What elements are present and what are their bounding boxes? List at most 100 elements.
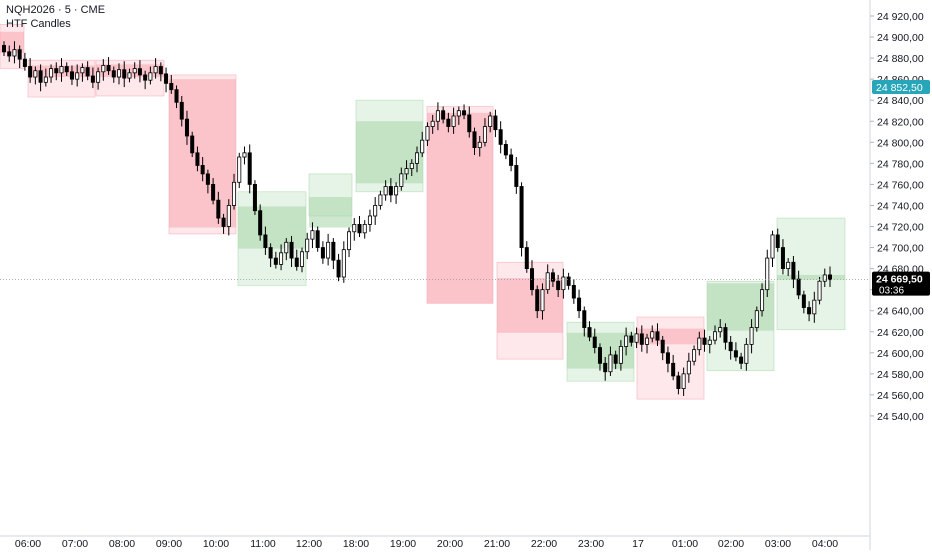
candle-body bbox=[195, 152, 200, 166]
candle-body bbox=[671, 362, 676, 377]
candle-body bbox=[780, 247, 785, 270]
countdown-label: 03:36 bbox=[879, 286, 904, 297]
time-tick-label: 02:00 bbox=[718, 538, 744, 550]
candle-body bbox=[373, 205, 378, 217]
candle-body bbox=[540, 289, 545, 312]
price-tick-label: 24 560,00 bbox=[877, 390, 924, 402]
candle-body bbox=[425, 126, 430, 141]
candle-body bbox=[96, 71, 101, 83]
price-tick-label: 24 820,00 bbox=[877, 116, 924, 128]
candle-body bbox=[336, 259, 341, 278]
price-tick-label: 24 840,00 bbox=[877, 95, 924, 107]
price-tick-label: 24 640,00 bbox=[877, 306, 924, 318]
candle-body bbox=[54, 68, 59, 74]
candle-body bbox=[786, 261, 791, 270]
candle-body bbox=[252, 183, 257, 212]
candle-body bbox=[127, 72, 132, 79]
candle-body bbox=[43, 76, 48, 83]
candle-body bbox=[164, 73, 169, 84]
time-tick-label: 08:00 bbox=[109, 538, 135, 550]
candle-body bbox=[247, 152, 252, 185]
candle-body bbox=[331, 241, 336, 261]
last-price-tag bbox=[872, 271, 930, 296]
candle-body bbox=[64, 66, 69, 73]
symbol-title[interactable]: NQH2026 · 5 · CME bbox=[6, 4, 106, 16]
candle-body bbox=[665, 352, 670, 364]
candle-body bbox=[493, 115, 498, 131]
candle-body bbox=[639, 333, 644, 345]
price-tick-label: 24 780,00 bbox=[877, 158, 924, 170]
candle-body bbox=[22, 58, 27, 67]
htf-candle-body bbox=[356, 121, 423, 184]
candle-body bbox=[488, 115, 493, 127]
candle-body bbox=[530, 268, 535, 291]
candle-body bbox=[409, 162, 414, 170]
time-tick-label: 22:00 bbox=[531, 538, 557, 550]
price-tick-label: 24 760,00 bbox=[877, 179, 924, 191]
time-tick-label: 17 bbox=[632, 538, 644, 550]
candle-body bbox=[28, 66, 33, 78]
candle-body bbox=[441, 110, 446, 120]
candle-body bbox=[153, 66, 158, 74]
candle-body bbox=[775, 234, 780, 248]
candle-body bbox=[200, 165, 205, 175]
candle-body bbox=[357, 223, 362, 234]
candle-body bbox=[33, 70, 38, 78]
candle-body bbox=[258, 210, 263, 236]
indicator-label[interactable]: HTF Candles bbox=[6, 18, 71, 30]
htf-candle-body bbox=[309, 197, 352, 228]
candle-body bbox=[284, 241, 289, 254]
candle-body bbox=[582, 310, 587, 328]
candle-body bbox=[535, 289, 540, 312]
candle-body bbox=[394, 186, 399, 196]
candle-body bbox=[211, 183, 216, 201]
candle-body bbox=[310, 230, 315, 240]
candle-body bbox=[216, 199, 221, 219]
candle-body bbox=[477, 141, 482, 148]
candle-body bbox=[587, 327, 592, 338]
candle-body bbox=[739, 356, 744, 364]
candle-body bbox=[718, 327, 723, 333]
candle-body bbox=[702, 337, 707, 345]
candle-body bbox=[158, 66, 163, 75]
candle-body bbox=[414, 152, 419, 164]
candle-body bbox=[498, 129, 503, 145]
candle-body bbox=[38, 70, 43, 83]
candle-body bbox=[367, 215, 372, 225]
candle-body bbox=[111, 70, 116, 78]
candle-body bbox=[289, 241, 294, 259]
candle-body bbox=[817, 280, 822, 301]
candle-body bbox=[362, 223, 367, 234]
candle-body bbox=[451, 115, 456, 127]
candle-body bbox=[482, 126, 487, 143]
candle-body bbox=[263, 234, 268, 248]
candle-body bbox=[2, 45, 7, 53]
candle-body bbox=[514, 165, 519, 187]
candle-body bbox=[299, 251, 304, 267]
candle-body bbox=[503, 144, 508, 156]
candle-body bbox=[723, 327, 728, 343]
candle-body bbox=[315, 230, 320, 248]
time-tick-label: 12:00 bbox=[296, 538, 322, 550]
candle-body bbox=[509, 154, 514, 166]
htf-candle-body bbox=[238, 206, 306, 249]
candle-body bbox=[754, 310, 759, 328]
candle-body bbox=[132, 68, 137, 74]
price-tick-label: 24 920,00 bbox=[877, 11, 924, 23]
candle-body bbox=[660, 339, 665, 354]
candle-body bbox=[388, 186, 393, 196]
candle-body bbox=[812, 299, 817, 315]
candle-body bbox=[190, 135, 195, 154]
candle-body bbox=[137, 68, 142, 76]
candle-body bbox=[550, 272, 555, 282]
candle-body bbox=[117, 69, 122, 78]
time-tick-label: 03:00 bbox=[765, 538, 791, 550]
price-tick-label: 24 700,00 bbox=[877, 243, 924, 255]
candle-body bbox=[624, 335, 629, 347]
candle-body bbox=[472, 131, 477, 148]
candle-body bbox=[692, 349, 697, 362]
candle-body bbox=[242, 152, 247, 158]
candle-body bbox=[49, 68, 54, 78]
